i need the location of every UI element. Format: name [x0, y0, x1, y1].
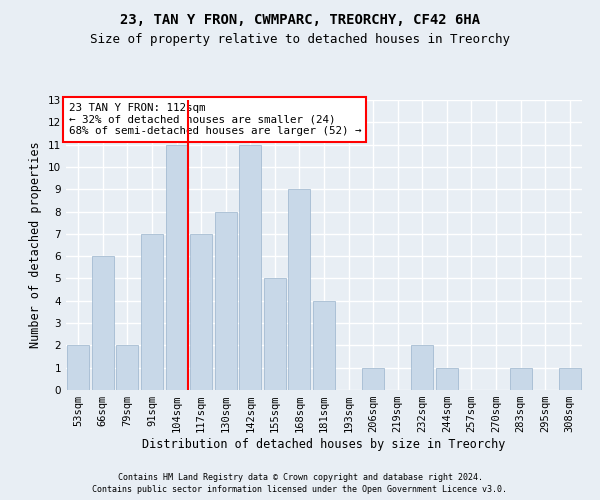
Bar	[289, 189, 310, 390]
Bar	[166, 144, 188, 390]
Text: 23, TAN Y FRON, CWMPARC, TREORCHY, CF42 6HA: 23, TAN Y FRON, CWMPARC, TREORCHY, CF42 …	[120, 12, 480, 26]
Text: Contains public sector information licensed under the Open Government Licence v3: Contains public sector information licen…	[92, 485, 508, 494]
Bar	[509, 368, 532, 390]
Bar	[362, 368, 384, 390]
Bar	[313, 301, 335, 390]
Bar	[215, 212, 237, 390]
Bar	[559, 368, 581, 390]
Bar	[190, 234, 212, 390]
Y-axis label: Number of detached properties: Number of detached properties	[29, 142, 43, 348]
Text: Contains HM Land Registry data © Crown copyright and database right 2024.: Contains HM Land Registry data © Crown c…	[118, 472, 482, 482]
X-axis label: Distribution of detached houses by size in Treorchy: Distribution of detached houses by size …	[142, 438, 506, 451]
Text: Size of property relative to detached houses in Treorchy: Size of property relative to detached ho…	[90, 32, 510, 46]
Bar	[141, 234, 163, 390]
Bar	[239, 144, 262, 390]
Bar	[67, 346, 89, 390]
Bar	[116, 346, 139, 390]
Bar	[92, 256, 114, 390]
Text: 23 TAN Y FRON: 112sqm
← 32% of detached houses are smaller (24)
68% of semi-deta: 23 TAN Y FRON: 112sqm ← 32% of detached …	[68, 103, 361, 136]
Bar	[436, 368, 458, 390]
Bar	[411, 346, 433, 390]
Bar	[264, 278, 286, 390]
